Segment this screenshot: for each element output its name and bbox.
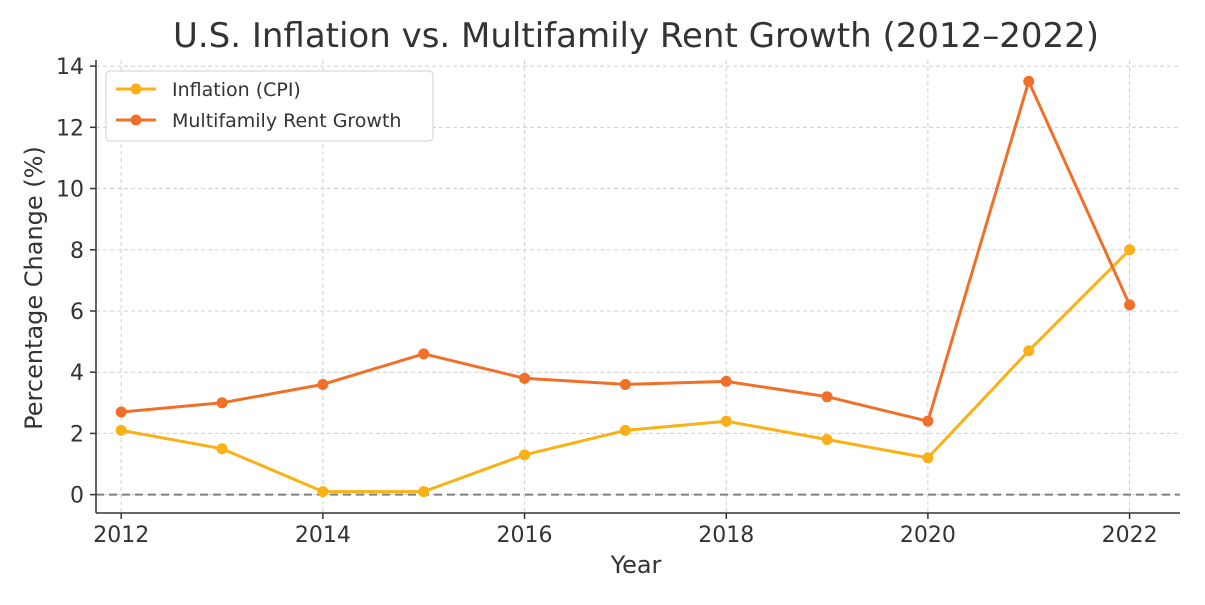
data-point-multifamily-rent-growth <box>922 415 934 427</box>
legend-box <box>105 70 434 142</box>
y-tick-label: 6 <box>70 300 84 325</box>
y-tick-label: 14 <box>56 55 84 80</box>
data-point-multifamily-rent-growth <box>619 378 631 390</box>
chart-title: U.S. Inflation vs. Multifamily Rent Grow… <box>173 16 1099 56</box>
data-point-inflation-cpi <box>720 415 732 427</box>
data-point-inflation-cpi <box>1124 244 1136 256</box>
data-point-inflation-cpi <box>115 424 127 436</box>
data-point-inflation-cpi <box>922 452 934 464</box>
x-tick-label: 2022 <box>1102 523 1158 548</box>
data-point-multifamily-rent-growth <box>1023 75 1035 87</box>
data-point-multifamily-rent-growth <box>519 372 531 384</box>
y-tick-label: 8 <box>70 239 84 264</box>
x-tick-label: 2016 <box>497 523 553 548</box>
x-tick-label: 2018 <box>698 523 754 548</box>
data-point-inflation-cpi <box>821 434 833 446</box>
y-tick-label: 4 <box>70 361 84 386</box>
legend: Inflation (CPI) Multifamily Rent Growth <box>105 70 434 142</box>
data-point-inflation-cpi <box>317 486 329 498</box>
legend-label-multifamily-rent-growth: Multifamily Rent Growth <box>172 110 401 132</box>
data-point-multifamily-rent-growth <box>115 406 127 418</box>
x-tick-label: 2014 <box>295 523 351 548</box>
data-point-inflation-cpi <box>519 449 531 461</box>
data-point-multifamily-rent-growth <box>317 378 329 390</box>
data-point-multifamily-rent-growth <box>216 397 228 409</box>
x-tick-label: 2020 <box>900 523 956 548</box>
data-point-inflation-cpi <box>216 443 228 455</box>
x-axis-label: Year <box>610 551 662 579</box>
data-point-multifamily-rent-growth <box>418 348 430 360</box>
y-axis-label: Percentage Change (%) <box>20 146 48 430</box>
data-point-inflation-cpi <box>1023 345 1035 357</box>
series-line-inflation-cpi <box>120 248 1131 494</box>
data-point-inflation-cpi <box>418 486 430 498</box>
series-group <box>115 75 1136 498</box>
axes: 2012 2014 2016 2018 2020 2022 0 2 4 6 8 10 12 14 <box>56 55 1180 548</box>
legend-swatch-marker-multifamily-rent-growth <box>130 114 142 126</box>
y-tick-label: 12 <box>56 116 84 141</box>
legend-swatch-marker-inflation-cpi <box>130 83 142 95</box>
x-tick-label: 2012 <box>93 523 149 548</box>
y-tick-label: 10 <box>56 178 84 203</box>
legend-label-inflation-cpi: Inflation (CPI) <box>172 79 301 101</box>
data-point-multifamily-rent-growth <box>1124 299 1136 311</box>
y-tick-label: 0 <box>70 484 84 509</box>
data-point-multifamily-rent-growth <box>821 391 833 403</box>
y-tick-label: 2 <box>70 422 84 447</box>
data-point-inflation-cpi <box>619 424 631 436</box>
data-point-multifamily-rent-growth <box>720 375 732 387</box>
